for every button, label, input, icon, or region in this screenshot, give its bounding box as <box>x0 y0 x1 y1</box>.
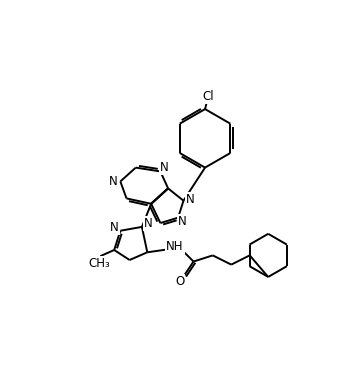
Text: N: N <box>186 193 195 206</box>
Text: N: N <box>110 221 119 234</box>
Text: O: O <box>175 275 184 288</box>
Text: N: N <box>109 175 118 188</box>
Text: N: N <box>177 215 186 228</box>
Text: NH: NH <box>166 240 184 253</box>
Text: Cl: Cl <box>202 90 214 103</box>
Text: N: N <box>160 161 169 174</box>
Text: CH₃: CH₃ <box>88 258 110 270</box>
Text: N: N <box>144 217 152 230</box>
